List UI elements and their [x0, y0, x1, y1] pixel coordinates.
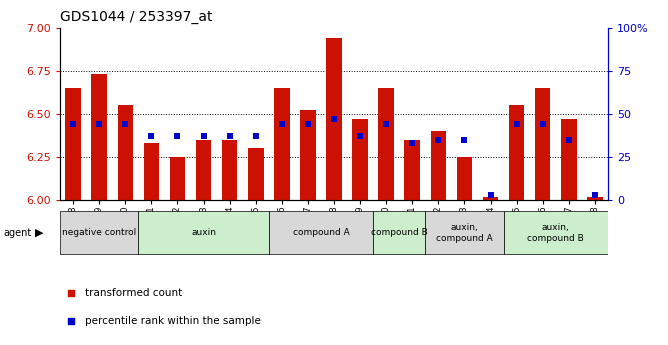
Point: [94, 121, 105, 127]
Text: transformed count: transformed count: [85, 288, 182, 298]
Point: [355, 134, 365, 139]
Bar: [509, 105, 524, 200]
Bar: [561, 119, 576, 200]
Text: auxin,
compound A: auxin, compound A: [436, 223, 493, 243]
Point: [563, 137, 574, 142]
Bar: [118, 105, 133, 200]
Point: [65, 318, 76, 324]
Text: compound B: compound B: [371, 228, 428, 237]
Bar: [535, 88, 550, 200]
Point: [303, 121, 313, 127]
Text: percentile rank within the sample: percentile rank within the sample: [85, 316, 261, 326]
Text: agent: agent: [3, 228, 31, 238]
Bar: [352, 119, 368, 200]
Bar: [170, 157, 185, 200]
Bar: [457, 157, 472, 200]
Point: [277, 121, 287, 127]
Text: negative control: negative control: [62, 228, 136, 237]
Bar: [404, 140, 420, 200]
Bar: [65, 88, 81, 200]
Bar: [483, 197, 498, 200]
Bar: [269, 211, 373, 254]
Point: [120, 121, 131, 127]
Point: [381, 121, 391, 127]
Bar: [274, 88, 290, 200]
Point: [65, 290, 76, 296]
Point: [537, 121, 548, 127]
Bar: [92, 74, 107, 200]
Bar: [504, 211, 608, 254]
Point: [329, 116, 339, 122]
Point: [589, 192, 600, 198]
Text: auxin: auxin: [191, 228, 216, 237]
Bar: [426, 211, 504, 254]
Bar: [248, 148, 264, 200]
Point: [68, 121, 79, 127]
Text: GDS1044 / 253397_at: GDS1044 / 253397_at: [60, 10, 212, 24]
Text: auxin,
compound B: auxin, compound B: [527, 223, 584, 243]
Point: [224, 134, 235, 139]
Bar: [587, 197, 603, 200]
Bar: [144, 143, 159, 200]
Bar: [326, 38, 342, 200]
Bar: [196, 140, 211, 200]
Point: [250, 134, 261, 139]
Bar: [222, 140, 238, 200]
Bar: [138, 211, 269, 254]
Text: compound A: compound A: [293, 228, 349, 237]
Point: [407, 140, 418, 146]
Point: [198, 134, 209, 139]
Bar: [300, 110, 316, 200]
Bar: [60, 211, 138, 254]
Text: ▶: ▶: [35, 228, 43, 238]
Point: [146, 134, 157, 139]
Point: [511, 121, 522, 127]
Bar: [373, 211, 426, 254]
Point: [172, 134, 183, 139]
Bar: [430, 131, 446, 200]
Point: [485, 192, 496, 198]
Point: [433, 137, 444, 142]
Point: [459, 137, 470, 142]
Bar: [378, 88, 394, 200]
